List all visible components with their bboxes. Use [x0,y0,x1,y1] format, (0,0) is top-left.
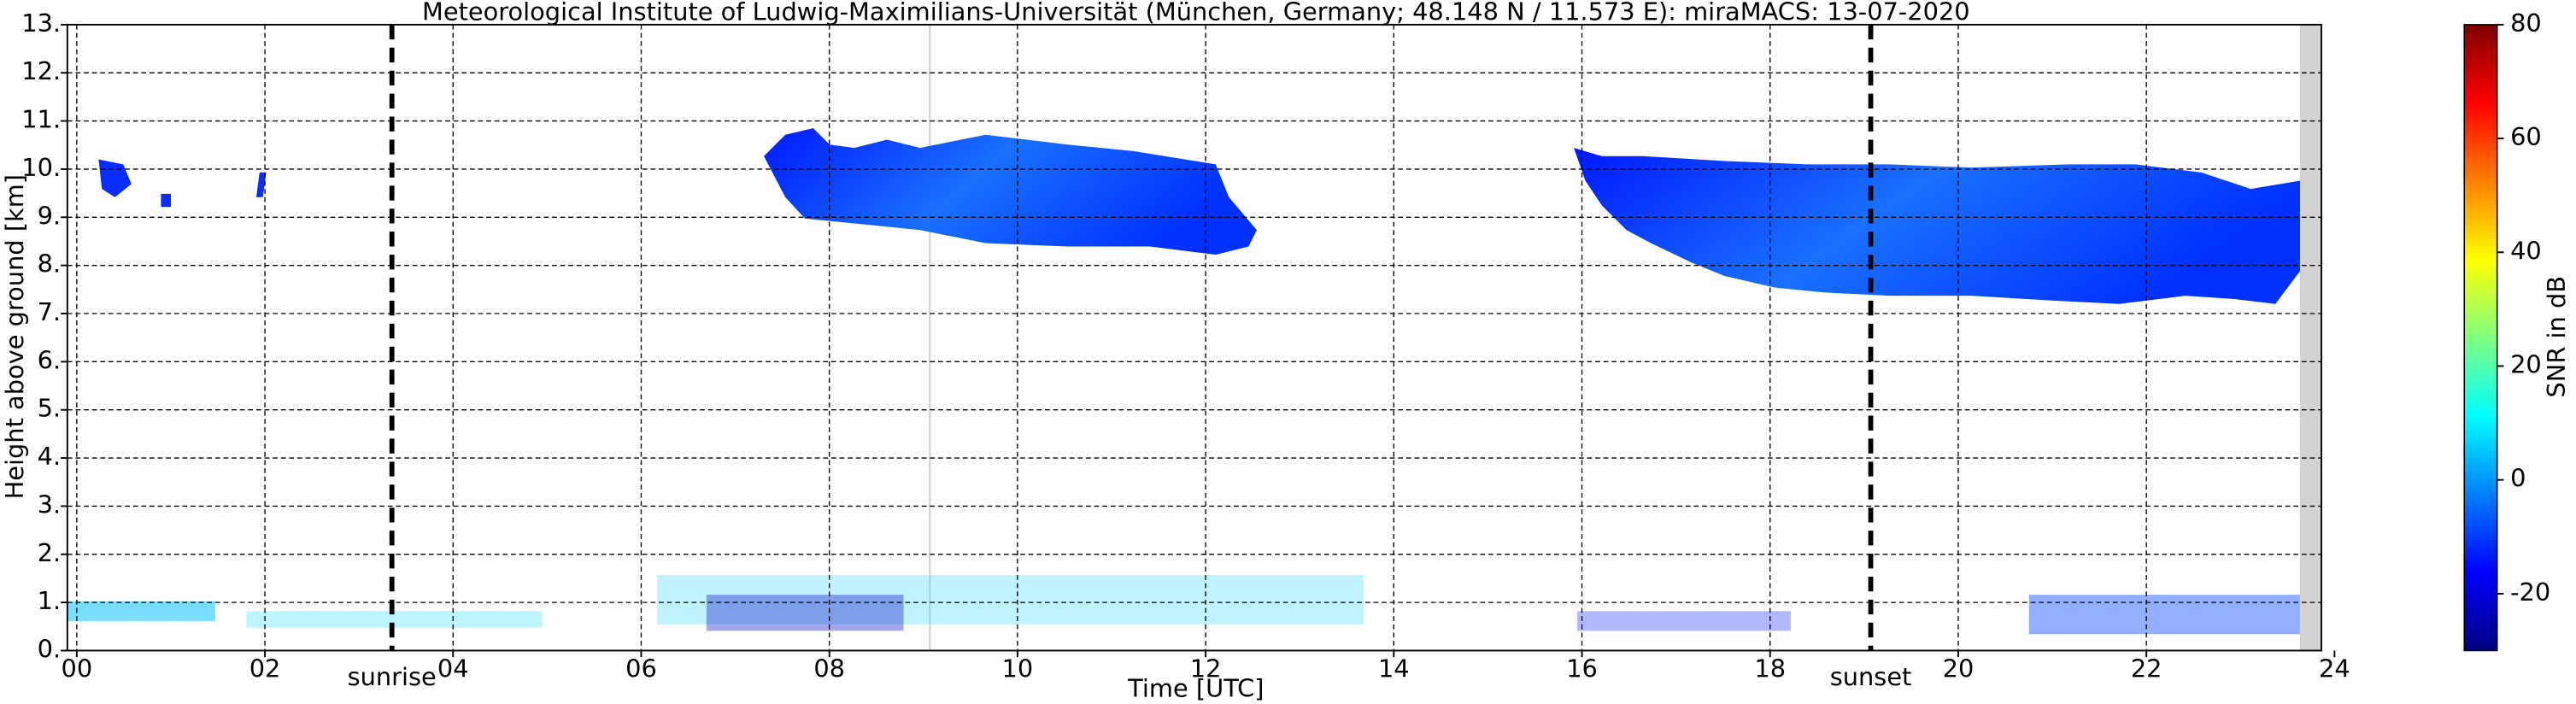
colorbar [2464,24,2497,651]
y-tick-label: 5. [38,394,62,423]
y-tick-label: 3. [38,490,62,519]
x-tick-label: 16 [1566,654,1598,683]
x-tick-label: 18 [1754,654,1786,683]
plot-area [66,23,2322,652]
y-tick-label: 10. [21,153,61,182]
y-tick-label: 11. [21,105,61,134]
x-tick-label: 22 [2131,654,2162,683]
clutter-echo [657,575,1364,625]
event-label: sunrise [348,662,437,691]
x-tick-label: 06 [625,654,657,683]
y-tick-label: 0. [38,634,62,663]
x-tick-label: 10 [1002,654,1034,683]
plot-frame [66,23,2322,652]
x-tick-label: 20 [1943,654,1975,683]
clutter-echo [706,595,904,631]
clutter-echo [246,611,543,628]
y-tick-label: 2. [38,538,62,567]
chart-title: Meteorological Institute of Ludwig-Maxim… [422,0,1970,26]
colorbar-frame [2463,24,2498,652]
y-tick-label: 13. [21,9,61,38]
x-tick-label: 24 [2319,654,2350,683]
x-tick-label: 12 [1190,654,1222,683]
x-tick-label: 14 [1378,654,1410,683]
event-label: sunset [1830,662,1912,691]
x-axis-label: Time [UTC] [1127,674,1264,703]
no-data-area [2299,24,2321,651]
y-tick-label: 9. [38,201,62,230]
radar-echoes [67,128,2300,635]
y-tick-label: 8. [38,249,62,279]
colorbar-tick-label: 60 [2510,122,2542,151]
y-tick-label: 12. [21,56,61,85]
cloud-echo [764,128,1257,255]
cloud-echo [98,159,267,208]
cloud-echo [1574,148,2300,304]
y-tick-label: 1. [38,586,62,615]
colorbar-tick-label: 20 [2510,349,2542,378]
colorbar-tick-label: -20 [2510,578,2550,607]
x-tick-label: 04 [437,654,469,683]
colorbar-tick-label: 80 [2510,9,2542,38]
y-tick-label: 6. [38,345,62,374]
y-tick-label: 7. [38,297,62,326]
colorbar-label: SNR in dB [2542,276,2571,398]
x-tick-label: 00 [62,654,93,683]
x-tick-label: 02 [249,654,281,683]
clutter-echo [67,601,215,621]
clutter-echo [2028,595,2300,635]
clutter-echo [1576,611,1791,631]
colorbar-tick-label: 0 [2510,464,2526,493]
y-tick-label: 4. [38,442,62,471]
y-axis-label: Height above ground [km] [0,174,29,499]
x-tick-label: 08 [813,654,845,683]
colorbar-tick-label: 40 [2510,236,2542,265]
